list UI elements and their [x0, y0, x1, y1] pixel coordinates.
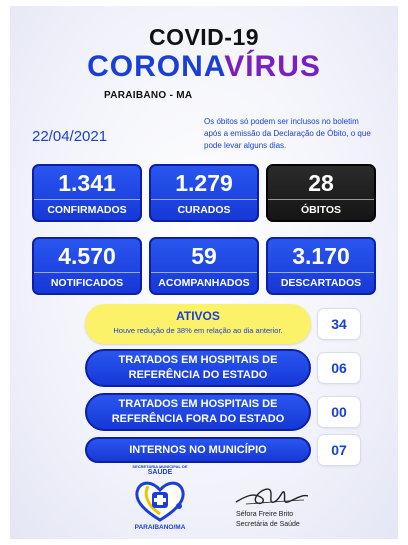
ativos-label: ATIVOS [176, 309, 220, 323]
stat-value: 59 [191, 243, 217, 269]
row-label: TRATADOS EM HOSPITAIS DE REFERÊNCIA DO E… [118, 354, 278, 381]
ativos-count: 34 [318, 309, 360, 339]
stat-curados: 1.279 CURADOS [149, 164, 259, 222]
stat-label: ACOMPANHADOS [151, 272, 257, 293]
stat-label: CURADOS [151, 199, 257, 220]
city-label: PARAIBANO - MA [104, 90, 193, 101]
row-count: 06 [318, 353, 360, 383]
deaths-note: Os óbitos só podem ser inclusos no bolet… [204, 117, 371, 150]
stat-label: NOTIFICADOS [34, 272, 140, 293]
row-count: 00 [318, 397, 360, 427]
stat-acompanhados: 59 ACOMPANHADOS [149, 237, 259, 295]
stat-confirmados: 1.341 CONFIRMADOS [32, 164, 142, 222]
signer-role: Secretária de Saúde [236, 521, 300, 528]
title-covid: COVID-19 [148, 24, 260, 50]
signer-block: Séfora Freire Brito Secretária de Saúde [236, 510, 356, 530]
bulletin: COVID-19 CORONAVÍRUS PARAIBANO - MA 22/0… [10, 6, 398, 539]
logo-caption-main: SAÚDE [147, 469, 173, 476]
stat-label: ÓBITOS [268, 199, 374, 220]
row-hospitais-estado: TRATADOS EM HOSPITAIS DE REFERÊNCIA DO E… [85, 349, 311, 387]
row-hospitais-fora-estado: TRATADOS EM HOSPITAIS DE REFERÊNCIA FORA… [85, 393, 311, 431]
ativos-subtext: Houve redução de 38% em relação ao dia a… [113, 326, 283, 335]
health-secretariat-logo: SECRETARIA MUNICIPAL DE SAÚDE PARAIBANO/… [122, 464, 198, 534]
stat-descartados: 3.170 DESCARTADOS [266, 237, 376, 295]
stat-label: DESCARTADOS [268, 272, 374, 293]
stat-value: 4.570 [58, 243, 116, 269]
signer-name: Séfora Freire Brito [236, 511, 294, 518]
logo-caption-bottom: PARAIBANO/MA [134, 524, 186, 531]
stat-value: 3.170 [292, 243, 350, 269]
logo-caption-top: SECRETARIA MUNICIPAL DE [132, 464, 188, 469]
stat-value: 28 [308, 170, 334, 196]
stat-notificados: 4.570 NOTIFICADOS [32, 237, 142, 295]
row-internos-municipio: INTERNOS NO MUNICÍPIO [85, 437, 311, 463]
ativos-banner: ATIVOS Houve redução de 38% em relação a… [85, 304, 311, 344]
stat-label: CONFIRMADOS [34, 199, 140, 220]
stat-value: 1.279 [175, 170, 233, 196]
row-count: 07 [318, 435, 360, 465]
row-label: INTERNOS NO MUNICÍPIO [129, 443, 267, 456]
stat-obitos: 28 ÓBITOS [266, 164, 376, 222]
heart-stethoscope-icon [135, 481, 185, 522]
title-virus-part: VÍRUS [224, 50, 321, 83]
stat-value: 1.341 [58, 170, 116, 196]
title-corona-part: CORONA [87, 50, 225, 83]
bulletin-date: 22/04/2021 [32, 128, 108, 145]
title-coronavirus: CORONAVÍRUS [10, 50, 398, 84]
signature-scribble-icon [235, 488, 309, 505]
row-label: TRATADOS EM HOSPITAIS DE REFERÊNCIA FORA… [111, 398, 285, 425]
